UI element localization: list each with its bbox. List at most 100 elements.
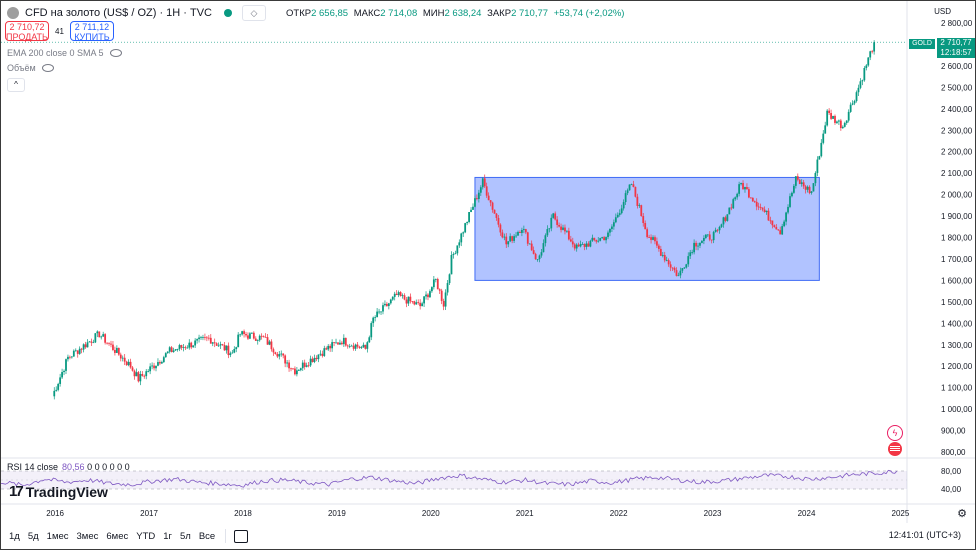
y-tick-label: 2 000,00 xyxy=(941,191,973,200)
candle-up xyxy=(188,342,191,348)
rsi-line xyxy=(1,469,898,488)
candle-up xyxy=(477,192,480,199)
range-3m[interactable]: 3мес xyxy=(76,530,99,542)
ema-indicator-legend[interactable]: EMA 200 close 0 SMA 5 xyxy=(7,48,122,58)
sell-button[interactable]: 2 710,72 ПРОДАТЬ xyxy=(5,21,49,41)
candle-up xyxy=(63,370,65,373)
candle-down xyxy=(221,344,224,346)
candle-down xyxy=(141,374,144,376)
candle-down xyxy=(654,237,656,242)
candle-up xyxy=(155,365,157,369)
ohlc-readout: ОТКР2 656,85 МАКС2 714,08 МИН2 638,24 ЗА… xyxy=(286,8,624,19)
candle-down xyxy=(409,296,412,302)
candle-down xyxy=(106,342,108,344)
candle-up xyxy=(712,232,715,241)
eye-hidden-icon[interactable] xyxy=(109,49,122,57)
y-tick-label: 2 300,00 xyxy=(941,126,973,135)
range-5y[interactable]: 5л xyxy=(179,530,191,542)
rsi-legend[interactable]: RSI 14 close 80,56 0 0 0 0 0 0 xyxy=(7,462,130,472)
candle-up xyxy=(462,232,465,234)
y-tick-label: 2 600,00 xyxy=(941,62,973,71)
candle-down xyxy=(493,209,496,214)
candle-down xyxy=(573,244,576,249)
high-label: МАКС xyxy=(353,7,381,19)
buy-button[interactable]: 2 711,12 КУПИТЬ xyxy=(69,21,114,41)
candle-up xyxy=(186,347,189,349)
candle-up xyxy=(783,221,786,227)
eye-hidden-icon[interactable] xyxy=(41,64,54,72)
candle-up xyxy=(824,125,827,134)
candle-up xyxy=(661,254,664,256)
gear-icon[interactable]: ⚙ xyxy=(957,508,967,520)
candle-up xyxy=(115,347,118,353)
candle-up xyxy=(317,354,320,360)
candle-up xyxy=(513,236,515,241)
candle-down xyxy=(352,345,355,349)
candle-up xyxy=(838,120,840,122)
candle-up xyxy=(431,287,433,292)
candle-down xyxy=(117,347,120,355)
candle-down xyxy=(646,229,649,238)
range-ytd[interactable]: YTD xyxy=(136,530,156,542)
candle-down xyxy=(80,348,83,350)
candle-up xyxy=(94,333,97,343)
candle-down xyxy=(485,186,488,196)
candle-up xyxy=(239,334,242,336)
range-6m[interactable]: 6мес xyxy=(106,530,129,542)
us-flag-icon[interactable] xyxy=(888,442,902,456)
calendar-icon[interactable] xyxy=(234,529,249,543)
candle-up xyxy=(339,342,341,345)
candle-up xyxy=(460,233,463,243)
range-5d[interactable]: 5д xyxy=(27,530,39,542)
candle-up xyxy=(581,244,584,245)
candle-up xyxy=(331,342,334,349)
clock-readout[interactable]: 12:41:01 (UTC+3) xyxy=(888,530,961,540)
currency-label[interactable]: USD xyxy=(934,7,951,16)
candle-down xyxy=(636,196,639,206)
candle-up xyxy=(591,237,594,241)
candle-down xyxy=(205,337,208,339)
candle-down xyxy=(771,220,774,226)
candle-up xyxy=(873,42,876,52)
candle-down xyxy=(184,347,187,349)
y-tick-label: 800,00 xyxy=(941,448,966,457)
candle-up xyxy=(548,228,551,230)
market-status-icon[interactable] xyxy=(224,9,232,17)
candle-up xyxy=(816,159,819,173)
candle-up xyxy=(250,332,253,334)
candle-down xyxy=(716,229,719,231)
high-value: 2 714,08 xyxy=(380,7,418,19)
range-1y[interactable]: 1г xyxy=(163,530,172,542)
volume-indicator-legend[interactable]: Объём xyxy=(7,63,54,73)
candle-up xyxy=(432,279,435,288)
candle-down xyxy=(264,336,267,338)
candle-down xyxy=(266,337,269,345)
range-1m[interactable]: 1мес xyxy=(46,530,69,542)
range-1d[interactable]: 1д xyxy=(9,530,20,542)
candle-up xyxy=(464,223,467,233)
candle-down xyxy=(501,232,504,238)
collapse-legend-button[interactable]: ^ xyxy=(7,78,25,92)
candle-up xyxy=(728,207,731,215)
candle-up xyxy=(818,156,821,160)
candle-up xyxy=(630,184,633,186)
x-tick-label: 2025 xyxy=(892,509,910,518)
candle-up xyxy=(679,270,682,276)
range-all[interactable]: Все xyxy=(198,530,216,542)
candle-down xyxy=(747,189,750,198)
candle-down xyxy=(405,299,408,304)
y-tick-label: 1 500,00 xyxy=(941,298,973,307)
tradingview-logo[interactable]: 17 TradingView xyxy=(9,483,108,500)
visibility-toggle-icon[interactable]: ◇ xyxy=(242,5,266,21)
candle-down xyxy=(399,292,402,297)
candle-up xyxy=(387,303,390,306)
candle-up xyxy=(479,187,482,193)
candle-down xyxy=(262,336,265,338)
candle-down xyxy=(583,244,586,247)
candle-down xyxy=(340,342,343,345)
lightning-icon[interactable]: ϟ xyxy=(887,425,903,441)
candle-up xyxy=(434,279,437,280)
symbol-title[interactable]: CFD на золото (US$ / OZ) · 1Н · TVC xyxy=(25,7,212,19)
